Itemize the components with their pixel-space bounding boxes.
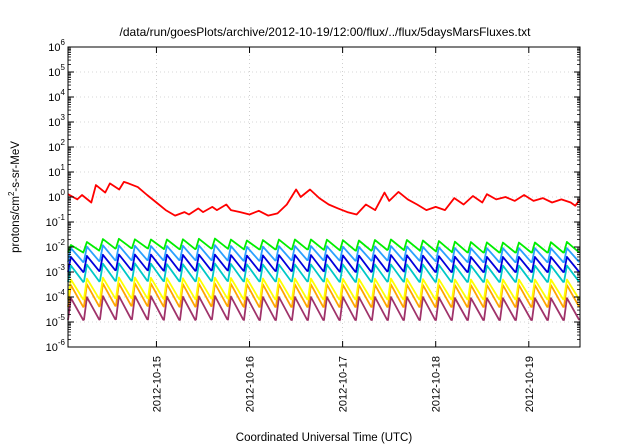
y-tick-base: 10 <box>48 142 60 154</box>
y-tick-exponent: -6 <box>58 338 66 347</box>
y-tick-base: 10 <box>48 67 60 79</box>
series-line-2 <box>67 244 580 263</box>
chart-title: /data/run/goesPlots/archive/2012-10-19/1… <box>120 25 532 39</box>
y-axis-label: protons/cm2-s-sr-MeV <box>7 141 22 253</box>
y-tick-label: 100 <box>48 188 65 204</box>
y-tick-exponent: -5 <box>58 313 66 322</box>
y-tick-label: 10-4 <box>46 288 66 304</box>
y-axis-label-rest: -s-sr-MeV <box>10 141 22 192</box>
y-tick-label: 10-3 <box>46 263 66 279</box>
y-tick-base: 10 <box>48 117 60 129</box>
y-axis-label-sup: 2 <box>7 191 16 196</box>
y-tick-exponent: 4 <box>61 88 66 97</box>
x-tick-label: 2012-10-19 <box>524 356 536 412</box>
y-tick-exponent: 5 <box>61 63 66 72</box>
y-tick-label: 103 <box>48 113 65 129</box>
y-tick-label: 104 <box>48 88 65 104</box>
y-tick-base: 10 <box>46 267 58 279</box>
y-tick-exponent: -2 <box>58 238 66 247</box>
y-tick-base: 10 <box>46 317 58 329</box>
y-tick-exponent: 6 <box>61 38 66 47</box>
y-tick-exponent: 1 <box>61 163 66 172</box>
y-tick-base: 10 <box>48 92 60 104</box>
y-tick-label: 106 <box>48 38 65 54</box>
y-tick-label: 102 <box>48 138 65 154</box>
y-tick-exponent: -4 <box>58 288 66 297</box>
y-tick-label: 10-2 <box>46 238 66 254</box>
y-tick-label: 10-1 <box>46 213 66 229</box>
y-tick-label: 10-6 <box>46 338 66 354</box>
series-line-3 <box>67 253 580 273</box>
y-tick-base: 10 <box>46 342 58 354</box>
series-line-1 <box>67 237 580 254</box>
y-tick-exponent: -1 <box>58 213 66 222</box>
y-tick-base: 10 <box>48 42 60 54</box>
x-tick-label: 2012-10-17 <box>338 356 350 412</box>
y-tick-base: 10 <box>46 242 58 254</box>
series-layer <box>67 181 581 321</box>
y-tick-base: 10 <box>46 217 58 229</box>
y-tick-exponent: 2 <box>61 138 66 147</box>
series-line-0 <box>67 181 581 217</box>
y-axis-ticks: 10-610-510-410-310-210-11001011021031041… <box>46 38 580 354</box>
series-line-7 <box>67 295 580 321</box>
x-tick-label: 2012-10-18 <box>431 356 443 412</box>
x-tick-label: 2012-10-15 <box>151 356 163 412</box>
y-tick-exponent: 0 <box>61 188 66 197</box>
y-tick-base: 10 <box>46 292 58 304</box>
y-tick-exponent: 3 <box>61 113 66 122</box>
y-tick-base: 10 <box>48 192 60 204</box>
x-axis-ticks: 2012-10-15 2012-10-16 2012-10-17 2012-10-18… <box>151 47 536 412</box>
y-tick-base: 10 <box>48 167 60 179</box>
y-tick-exponent: -3 <box>58 263 66 272</box>
series-line-5 <box>67 276 580 301</box>
y-axis-label-main: protons/cm <box>10 196 22 253</box>
x-tick-label: 2012-10-16 <box>245 356 257 412</box>
series-line-4 <box>67 262 580 283</box>
x-axis-label: Coordinated Universal Time (UTC) <box>236 432 413 444</box>
y-tick-label: 101 <box>48 163 65 179</box>
y-tick-label: 10-5 <box>46 313 66 329</box>
y-tick-label: 105 <box>48 63 65 79</box>
